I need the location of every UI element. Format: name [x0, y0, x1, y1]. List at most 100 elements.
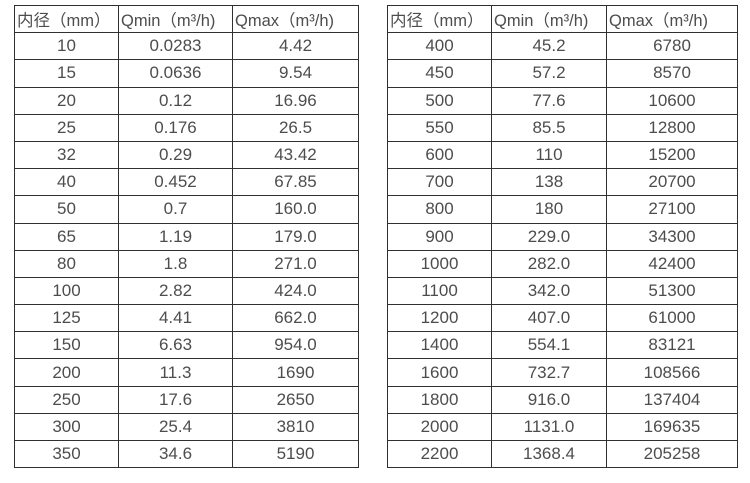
cell-qmin: 57.2 — [491, 59, 607, 88]
cell-qmax: 42400 — [606, 249, 738, 278]
cell-qmin: 77.6 — [491, 86, 607, 115]
table-row: 900 229.0 34300 — [387, 222, 738, 251]
cell-inner-diameter: 125 — [14, 304, 119, 333]
table-row: 1600 732.7 108566 — [387, 358, 738, 387]
cell-qmin: 916.0 — [491, 385, 607, 414]
cell-inner-diameter: 200 — [14, 358, 119, 387]
cell-qmax: 108566 — [606, 358, 738, 387]
col-header-qmax: Qmax（m³/h) — [232, 4, 359, 34]
header-row: 内径（mm） Qmin（m³/h) Qmax（m³/h) — [387, 4, 738, 34]
cell-inner-diameter: 600 — [387, 140, 492, 170]
table-row: 100 2.82 424.0 — [14, 276, 359, 306]
cell-inner-diameter: 300 — [14, 412, 119, 442]
table-row: 1800 916.0 137404 — [387, 385, 738, 414]
cell-qmin: 342.0 — [491, 276, 607, 306]
cell-qmax: 4.42 — [232, 32, 359, 61]
cell-qmax: 83121 — [606, 331, 738, 360]
cell-inner-diameter: 900 — [387, 222, 492, 251]
cell-inner-diameter: 1600 — [387, 358, 492, 387]
table-row: 2200 1368.4 205258 — [387, 439, 738, 469]
cell-inner-diameter: 2000 — [387, 412, 492, 442]
cell-qmin: 0.452 — [118, 168, 233, 197]
cell-inner-diameter: 80 — [14, 249, 119, 278]
table-row: 1200 407.0 61000 — [387, 304, 738, 333]
cell-qmin: 4.41 — [118, 304, 233, 333]
cell-qmin: 1131.0 — [491, 412, 607, 442]
table-row: 350 34.6 5190 — [14, 439, 359, 469]
table-row: 200 11.3 1690 — [14, 358, 359, 387]
cell-qmax: 271.0 — [232, 249, 359, 278]
cell-inner-diameter: 700 — [387, 168, 492, 197]
table-row: 500 77.6 10600 — [387, 86, 738, 115]
cell-qmax: 8570 — [606, 59, 738, 88]
cell-inner-diameter: 400 — [387, 32, 492, 61]
table-row: 80 1.8 271.0 — [14, 249, 359, 278]
cell-qmin: 85.5 — [491, 113, 607, 142]
table-row: 600 110 15200 — [387, 140, 738, 170]
cell-inner-diameter: 800 — [387, 195, 492, 224]
cell-inner-diameter: 32 — [14, 140, 119, 170]
cell-qmax: 67.85 — [232, 168, 359, 197]
table-row: 125 4.41 662.0 — [14, 304, 359, 333]
table-row: 25 0.176 26.5 — [14, 113, 359, 142]
table-row: 250 17.6 2650 — [14, 385, 359, 414]
cell-qmax: 34300 — [606, 222, 738, 251]
cell-qmax: 12800 — [606, 113, 738, 142]
cell-qmax: 6780 — [606, 32, 738, 61]
table-row: 15 0.0636 9.54 — [14, 59, 359, 88]
table-row: 65 1.19 179.0 — [14, 222, 359, 251]
table-row: 32 0.29 43.42 — [14, 140, 359, 170]
cell-qmax: 1690 — [232, 358, 359, 387]
cell-qmin: 138 — [491, 168, 607, 197]
cell-qmin: 17.6 — [118, 385, 233, 414]
cell-qmax: 160.0 — [232, 195, 359, 224]
cell-inner-diameter: 100 — [14, 276, 119, 306]
cell-qmin: 282.0 — [491, 249, 607, 278]
cell-inner-diameter: 1100 — [387, 276, 492, 306]
table-row: 450 57.2 8570 — [387, 59, 738, 88]
cell-qmax: 43.42 — [232, 140, 359, 170]
cell-qmin: 0.29 — [118, 140, 233, 170]
table-row: 10 0.0283 4.42 — [14, 32, 359, 61]
cell-qmax: 424.0 — [232, 276, 359, 306]
cell-qmax: 9.54 — [232, 59, 359, 88]
cell-qmin: 229.0 — [491, 222, 607, 251]
table-row: 400 45.2 6780 — [387, 32, 738, 61]
cell-qmin: 0.7 — [118, 195, 233, 224]
cell-inner-diameter: 25 — [14, 113, 119, 142]
cell-qmin: 0.0283 — [118, 32, 233, 61]
cell-qmin: 0.12 — [118, 86, 233, 115]
cell-inner-diameter: 65 — [14, 222, 119, 251]
cell-qmax: 169635 — [606, 412, 738, 442]
cell-qmax: 137404 — [606, 385, 738, 414]
cell-qmax: 179.0 — [232, 222, 359, 251]
cell-qmin: 34.6 — [118, 439, 233, 469]
cell-qmin: 0.176 — [118, 113, 233, 142]
cell-qmin: 11.3 — [118, 358, 233, 387]
cell-qmax: 205258 — [606, 439, 738, 469]
cell-qmin: 1.8 — [118, 249, 233, 278]
cell-inner-diameter: 10 — [14, 32, 119, 61]
col-header-qmax: Qmax（m³/h) — [606, 4, 738, 34]
cell-qmin: 554.1 — [491, 331, 607, 360]
cell-inner-diameter: 20 — [14, 86, 119, 115]
cell-qmax: 10600 — [606, 86, 738, 115]
table-row: 1100 342.0 51300 — [387, 276, 738, 306]
cell-qmin: 0.0636 — [118, 59, 233, 88]
cell-inner-diameter: 550 — [387, 113, 492, 142]
col-header-qmin: Qmin（m³/h) — [118, 4, 233, 34]
flow-table-large-diameters: 内径（mm） Qmin（m³/h) Qmax（m³/h) 400 45.2 6780… — [387, 4, 738, 469]
cell-inner-diameter: 2200 — [387, 439, 492, 469]
cell-qmax: 51300 — [606, 276, 738, 306]
cell-qmax: 27100 — [606, 195, 738, 224]
cell-qmin: 110 — [491, 140, 607, 170]
table-row: 700 138 20700 — [387, 168, 738, 197]
cell-inner-diameter: 250 — [14, 385, 119, 414]
cell-inner-diameter: 15 — [14, 59, 119, 88]
table-row: 150 6.63 954.0 — [14, 331, 359, 360]
cell-qmin: 1368.4 — [491, 439, 607, 469]
cell-qmin: 2.82 — [118, 276, 233, 306]
table-row: 50 0.7 160.0 — [14, 195, 359, 224]
cell-qmin: 6.63 — [118, 331, 233, 360]
cell-inner-diameter: 40 — [14, 168, 119, 197]
